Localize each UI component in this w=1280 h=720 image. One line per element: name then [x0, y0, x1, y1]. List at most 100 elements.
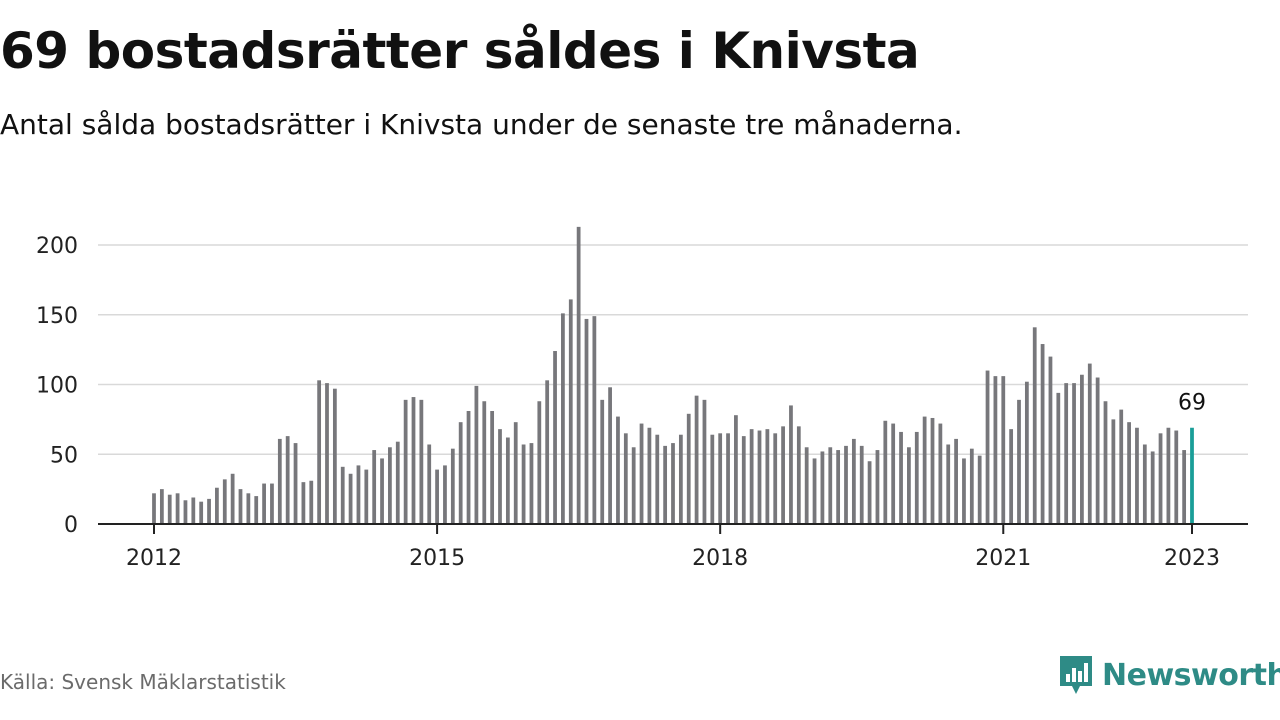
bar — [1072, 383, 1076, 524]
bar — [734, 415, 738, 524]
bar — [584, 318, 589, 524]
bar — [1040, 344, 1045, 524]
bar — [1174, 430, 1179, 524]
bar — [726, 433, 730, 524]
axis-layer: 0 50 100 150 200 69 2012 2015 2018 2021 2023 — [36, 234, 1248, 571]
bar — [1111, 419, 1116, 525]
bar — [443, 465, 447, 524]
bar — [262, 483, 266, 524]
bar — [332, 388, 337, 524]
x-tick-label: 2021 — [975, 546, 1031, 571]
bar — [1182, 450, 1187, 524]
bar — [1017, 399, 1021, 524]
bar — [749, 429, 754, 524]
bar — [757, 430, 762, 524]
bar — [183, 500, 188, 524]
x-tick-label: 2018 — [692, 546, 748, 571]
bar — [215, 487, 219, 524]
x-tick-label: 2012 — [126, 546, 182, 571]
bar — [191, 497, 196, 524]
brand-name: Newsworthy — [1102, 657, 1280, 693]
bar — [490, 411, 495, 524]
bars-layer — [152, 226, 1194, 525]
bar — [655, 434, 660, 524]
bar — [804, 447, 809, 524]
bar — [238, 489, 243, 525]
bar — [993, 376, 998, 524]
bar — [1048, 356, 1053, 524]
bar — [222, 479, 227, 524]
bar — [340, 466, 345, 524]
bar — [600, 399, 605, 524]
bar — [317, 380, 322, 524]
bar — [152, 493, 156, 524]
bar — [403, 399, 408, 524]
bar — [435, 469, 439, 524]
bar — [686, 413, 691, 524]
bar — [639, 423, 644, 524]
bar — [1150, 451, 1155, 524]
bar — [293, 443, 298, 524]
bar — [270, 483, 274, 524]
bar — [647, 427, 652, 524]
bar — [388, 447, 392, 524]
bar — [561, 313, 565, 524]
bar — [309, 480, 314, 524]
page-subtitle: Antal sålda bostadsrätter i Knivsta unde… — [0, 108, 963, 141]
newsworthy-logo-icon — [1060, 656, 1092, 694]
bar — [277, 438, 282, 524]
bar — [175, 493, 180, 524]
bar — [285, 436, 290, 524]
bar — [576, 226, 581, 524]
bar — [199, 501, 204, 524]
y-tick-label: 100 — [36, 374, 78, 399]
bar — [836, 450, 841, 524]
y-tick-label: 50 — [50, 443, 78, 468]
bar — [395, 441, 400, 524]
bar — [851, 438, 856, 524]
y-tick-label: 200 — [36, 234, 78, 259]
bar — [710, 434, 715, 524]
bar — [1032, 327, 1037, 524]
bar — [348, 473, 353, 524]
bar — [513, 422, 518, 524]
bar — [789, 405, 793, 524]
bar — [1001, 376, 1006, 524]
bar — [167, 494, 172, 524]
bar — [608, 387, 612, 524]
bar — [623, 433, 628, 524]
bar — [159, 489, 164, 525]
page-title: 69 bostadsrätter såldes i Knivsta — [0, 22, 920, 80]
bar — [828, 447, 833, 524]
bar — [482, 401, 487, 524]
bar — [867, 461, 872, 524]
bar — [419, 399, 424, 524]
bar — [694, 395, 699, 524]
bar — [891, 423, 896, 524]
bar — [977, 455, 982, 524]
bar — [466, 411, 471, 524]
bar — [773, 433, 778, 524]
bar — [1056, 392, 1061, 524]
bar — [969, 448, 974, 524]
bar — [1135, 427, 1139, 524]
bar — [553, 351, 557, 524]
bar — [450, 448, 455, 524]
bar — [230, 473, 235, 524]
bar — [1142, 444, 1147, 524]
bar-highlight — [1190, 427, 1194, 524]
bar — [946, 444, 951, 524]
bar — [364, 469, 369, 524]
bar — [875, 450, 880, 524]
bar — [899, 431, 903, 524]
bar — [505, 437, 510, 524]
bar — [207, 498, 211, 524]
bar-chart: 0 50 100 150 200 69 2012 2015 2018 2021 2023 — [36, 226, 1248, 571]
bar — [859, 445, 864, 524]
bar — [922, 416, 927, 524]
bar — [938, 423, 943, 524]
y-tick-label: 150 — [36, 304, 78, 329]
bar — [521, 444, 526, 524]
bar — [537, 401, 542, 524]
bar — [930, 417, 935, 524]
